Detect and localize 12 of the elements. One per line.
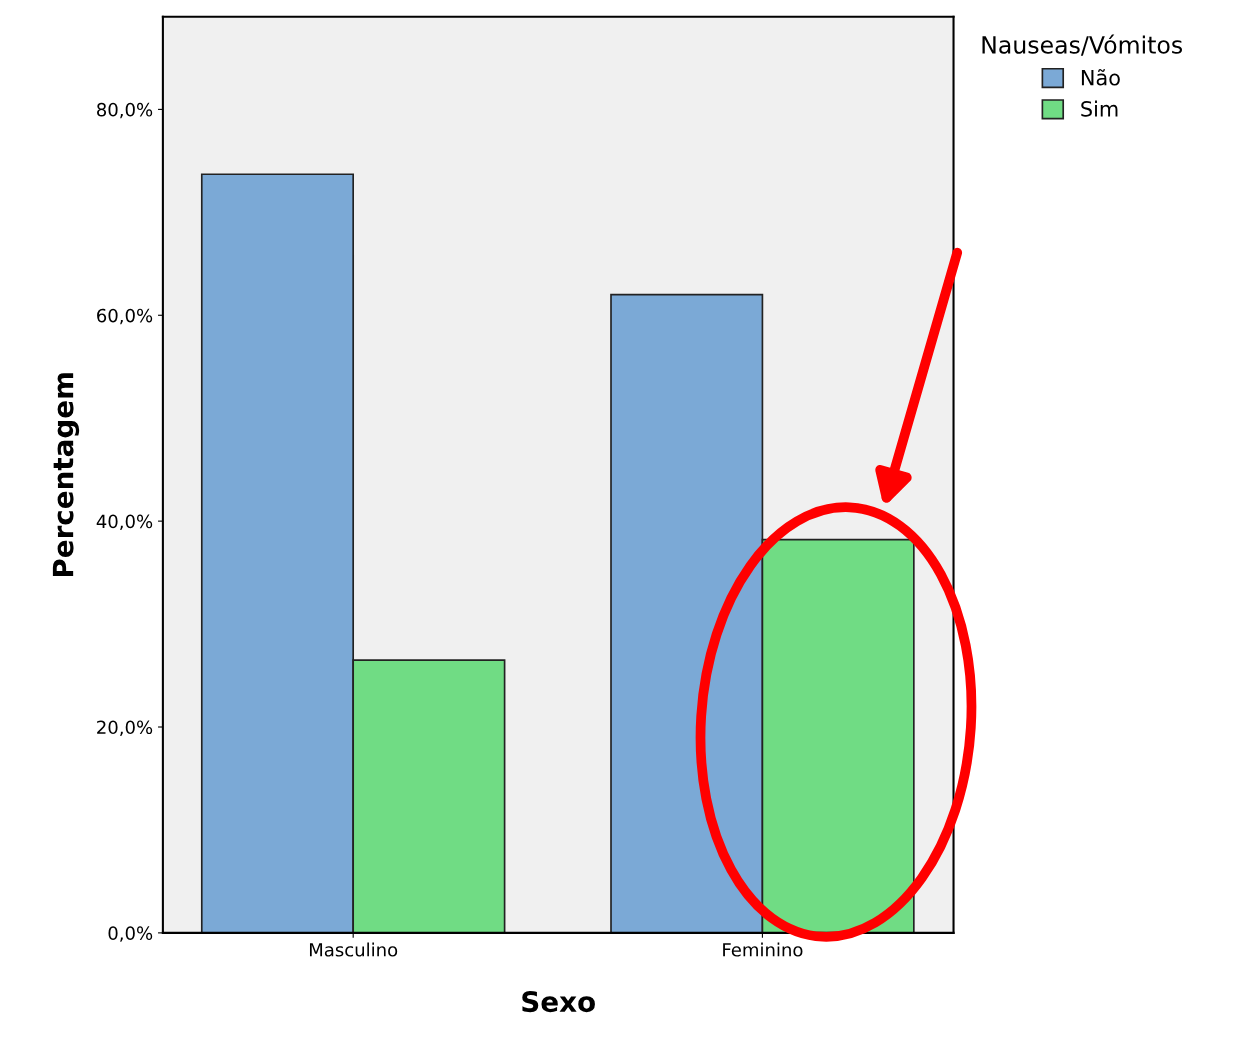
y-tick-label: 40,0% bbox=[96, 514, 153, 531]
y-tick-label: 0,0% bbox=[108, 926, 153, 942]
x-tick-label: Masculino bbox=[309, 942, 398, 957]
y-tick-label: 60,0% bbox=[97, 308, 153, 325]
x-tick-label: Feminino bbox=[723, 942, 803, 957]
y-tick-label: 20,0% bbox=[97, 720, 153, 736]
legend-label: Sim bbox=[1081, 100, 1118, 117]
legend-label: Não bbox=[1081, 69, 1120, 86]
legend-title: Nauseas/Vómitos bbox=[982, 34, 1183, 56]
y-tick-label: 80,0% bbox=[97, 102, 153, 119]
x-axis-title: Sexo bbox=[522, 991, 595, 1013]
y-axis-title: Percentagem bbox=[52, 373, 80, 577]
